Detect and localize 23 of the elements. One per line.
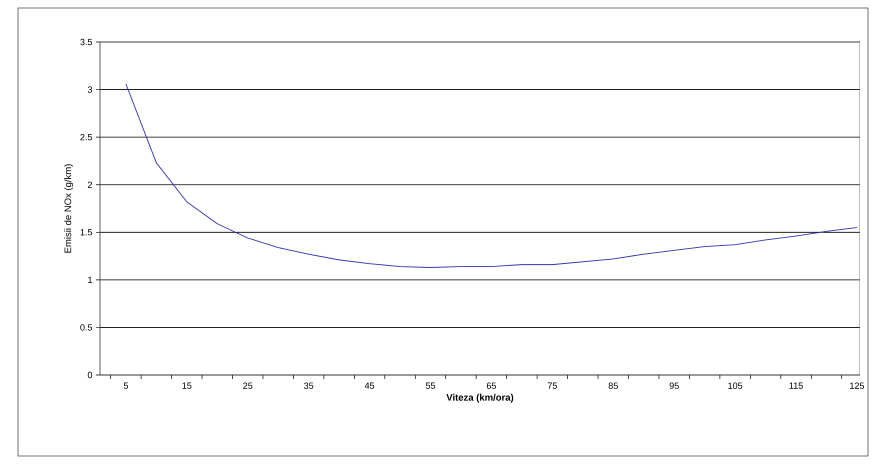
y-tick-label: 2: [88, 182, 92, 188]
y-tick-label: 0.5: [80, 324, 92, 331]
x-tick-label: 75: [548, 382, 557, 389]
x-axis-title: Viteza (km/ora): [446, 394, 514, 403]
x-tick-label: 85: [608, 382, 618, 389]
x-tick-label: 55: [426, 382, 436, 389]
x-tick-label: 125: [850, 382, 864, 389]
x-tick-label: 95: [670, 382, 679, 389]
y-tick-label: 0: [88, 372, 92, 378]
x-tick-label: 15: [182, 382, 192, 389]
y-tick-label: 1: [88, 276, 92, 283]
x-tick-label: 45: [364, 382, 374, 389]
y-axis-title: Emisii de NOx (g/km): [64, 164, 74, 253]
x-tick-label: 35: [304, 382, 314, 389]
y-tick-label: 3.5: [80, 38, 92, 46]
y-tick-label: 3: [88, 86, 92, 93]
x-tick-label: 105: [728, 382, 742, 389]
y-tick-label: 1.5: [80, 229, 92, 236]
x-tick-label: 5: [124, 382, 128, 389]
x-tick-label: 25: [243, 382, 252, 389]
x-tick-label: 65: [486, 382, 496, 389]
x-tick-label: 115: [790, 382, 803, 389]
y-tick-label: 2.5: [80, 134, 92, 140]
